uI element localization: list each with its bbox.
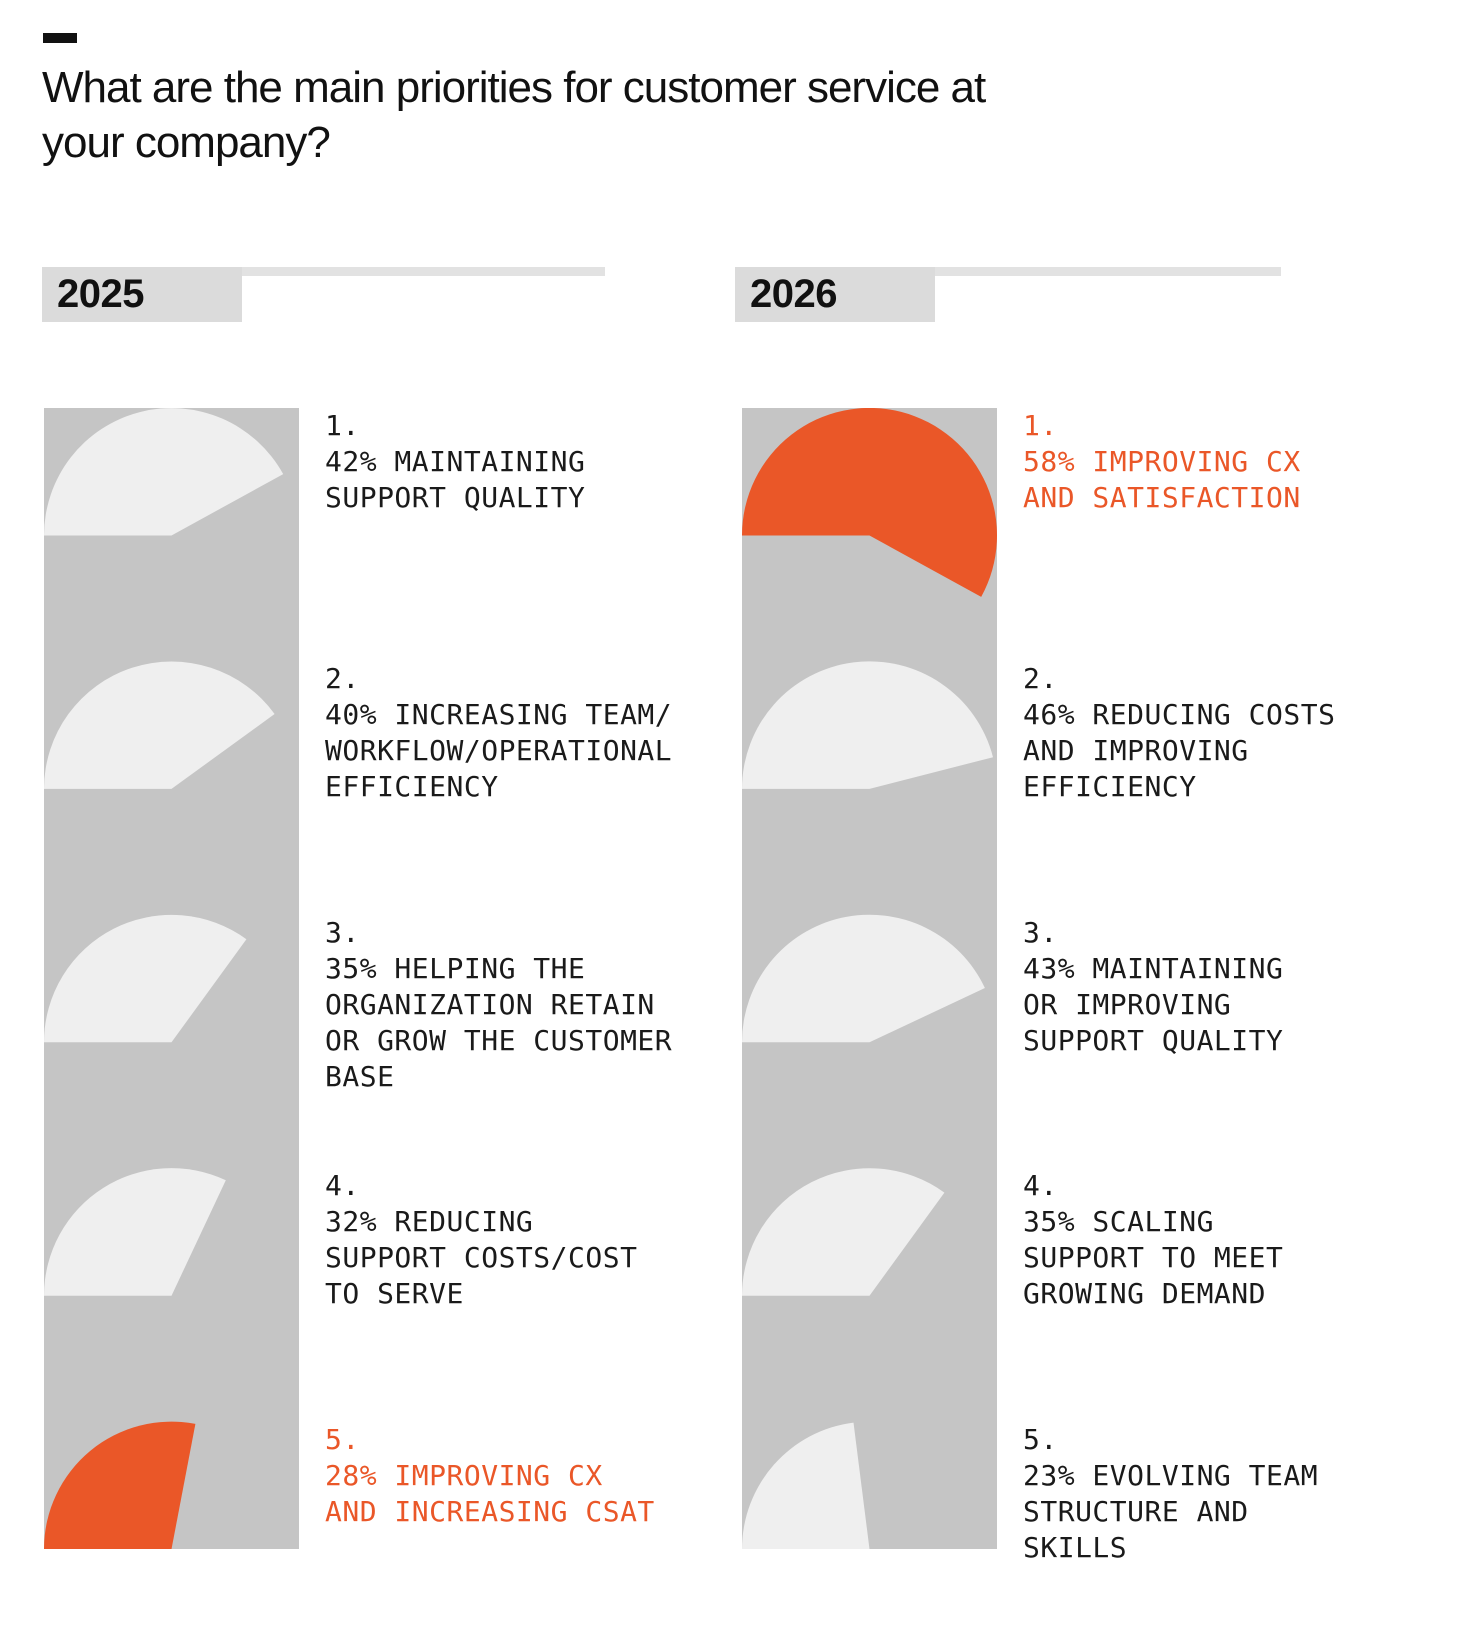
pie-sector <box>742 914 985 1043</box>
item-label: 46% REDUCING COSTS AND IMPROVING EFFICIE… <box>1023 698 1336 803</box>
item-rank: 5. <box>325 1423 360 1456</box>
pie-sector <box>742 1168 945 1296</box>
item-label: 23% EVOLVING TEAM STRUCTURE AND SKILLS <box>1023 1459 1319 1564</box>
list-item: 1. 42% MAINTAINING SUPPORT QUALITY <box>325 408 755 516</box>
item-label: 35% SCALING SUPPORT TO MEET GROWING DEMA… <box>1023 1205 1284 1310</box>
pie-sector <box>742 408 997 597</box>
list-item: 5. 23% EVOLVING TEAM STRUCTURE AND SKILL… <box>1023 1422 1453 1566</box>
pie-sector <box>44 661 275 789</box>
pie-sector <box>44 914 247 1043</box>
item-rank: 1. <box>325 409 360 442</box>
item-rank: 2. <box>325 662 360 695</box>
pie-sector <box>742 1422 870 1549</box>
item-label: 35% HELPING THE ORGANIZATION RETAIN OR G… <box>325 952 673 1093</box>
sector-chart-2026 <box>742 408 997 1549</box>
pie-sector <box>44 408 284 536</box>
pie-sector <box>44 1168 226 1296</box>
list-item: 5. 28% IMPROVING CX AND INCREASING CSAT <box>325 1422 755 1530</box>
item-rank: 1. <box>1023 409 1058 442</box>
year-2025-label: 2025 <box>57 272 144 316</box>
item-rank: 3. <box>325 916 360 949</box>
item-label: 42% MAINTAINING SUPPORT QUALITY <box>325 445 586 514</box>
pie-sector <box>44 1421 196 1549</box>
list-item: 3. 35% HELPING THE ORGANIZATION RETAIN O… <box>325 915 755 1095</box>
item-rank: 5. <box>1023 1423 1058 1456</box>
item-rank: 4. <box>1023 1169 1058 1202</box>
list-item: 2. 46% REDUCING COSTS AND IMPROVING EFFI… <box>1023 661 1453 805</box>
year-2025-header-strip <box>42 267 605 276</box>
sector-band-2026 <box>742 408 997 1549</box>
item-label: 40% INCREASING TEAM/ WORKFLOW/OPERATIONA… <box>325 698 673 803</box>
pie-sector <box>742 661 993 789</box>
item-rank: 2. <box>1023 662 1058 695</box>
page-title: What are the main priorities for custome… <box>42 63 986 167</box>
list-item: 2. 40% INCREASING TEAM/ WORKFLOW/OPERATI… <box>325 661 755 805</box>
item-label: 28% IMPROVING CX AND INCREASING CSAT <box>325 1459 655 1528</box>
list-item: 1. 58% IMPROVING CX AND SATISFACTION <box>1023 408 1453 516</box>
sector-band-2025 <box>44 408 299 1549</box>
sector-chart-2025 <box>44 408 284 1549</box>
year-2026-header: 2026 <box>735 267 935 322</box>
year-2025-header: 2025 <box>42 267 242 322</box>
item-label: 43% MAINTAINING OR IMPROVING SUPPORT QUA… <box>1023 952 1284 1057</box>
year-2026-header-strip <box>735 267 1281 276</box>
list-item: 4. 35% SCALING SUPPORT TO MEET GROWING D… <box>1023 1168 1453 1312</box>
year-2026-label: 2026 <box>750 272 837 316</box>
item-label: 58% IMPROVING CX AND SATISFACTION <box>1023 445 1301 514</box>
list-item: 4. 32% REDUCING SUPPORT COSTS/COST TO SE… <box>325 1168 755 1312</box>
item-rank: 3. <box>1023 916 1058 949</box>
item-label: 32% REDUCING SUPPORT COSTS/COST TO SERVE <box>325 1205 638 1310</box>
title-dash <box>43 33 77 43</box>
list-item: 3. 43% MAINTAINING OR IMPROVING SUPPORT … <box>1023 915 1453 1059</box>
item-rank: 4. <box>325 1169 360 1202</box>
